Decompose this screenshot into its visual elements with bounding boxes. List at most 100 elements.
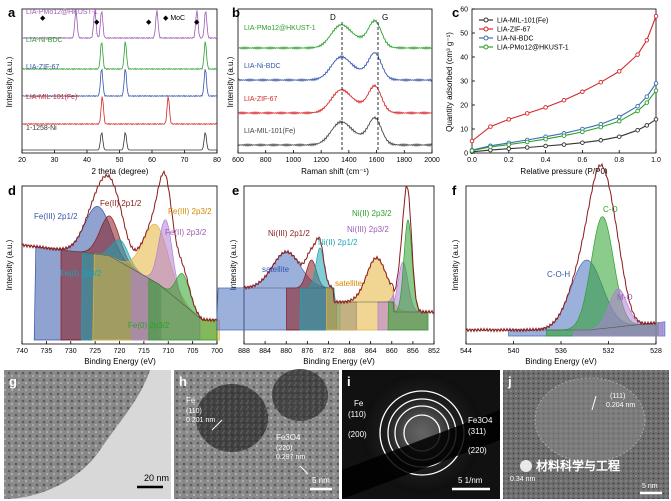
f-xtick-label: 540 [508,348,520,355]
panel-b-traces: LIA-PMo12@HKUST-1 LIA-Ni-BDC LIA-ZIF-67 LIA… [237,18,433,148]
c-point [598,79,604,85]
moc-marker-3: ◆ [146,19,152,26]
f-peak-label: M-O [617,293,633,302]
panel-letter-a: a [8,5,16,20]
panel-b-xlabel: Raman shift (cm⁻¹) [301,167,369,176]
b-trace-label: LIA-ZIF-67 [244,96,278,103]
b-trace-label: LIA-Ni-BDC [244,63,281,70]
c-point [616,69,622,74]
f-peak-label: C-O [603,205,618,214]
d-peak-label: Fe(II) 2p1/2 [100,199,142,208]
panel-letter-b: b [232,5,240,20]
c-point [635,52,640,57]
c-point [543,105,548,110]
h-fe3o4-fringe-mark [299,465,309,475]
d-background-line [21,244,217,321]
a-trace [21,9,218,40]
i-ring-110: (110) [348,410,366,419]
c-point [543,143,548,149]
e-xtick-label: 860 [386,348,398,355]
panel-letter-g: g [9,374,17,389]
b-xtick-label: 800 [260,157,272,164]
panel-letter-c: c [452,5,459,20]
b-trace [237,83,433,116]
i-ring-311: (311) [468,427,486,436]
j-d1: 0.204 nm [606,402,635,409]
c-legend-label: LIA-PMo12@HKUST-1 [497,45,569,52]
moc-marker-1: ◆ [40,15,46,22]
d-peak-label: Fe(0) 2p3/2 [128,321,170,330]
b-xtick-label: 2000 [424,157,440,164]
d-xtick-label: 715 [138,348,150,355]
c-point [469,148,475,153]
panel-f-labels: C-O C-O-H M-O [547,205,633,302]
watermark: 材料科学与工程 [520,458,620,473]
h-fe3o4-d: 0.297 nm [276,454,305,461]
f-xtick-label: 532 [603,348,615,355]
h-fe3o4-name: Fe3O4 [276,433,301,442]
e-xtick-label: 880 [280,348,292,355]
d-xtick-label: 720 [114,348,126,355]
f-xtick-label: 544 [460,348,472,355]
panel-g: g 20 nm [4,370,171,499]
h-fe3o4-plane: (220) [276,445,292,452]
a-trace-label: LIA-Ni-BDC [26,37,63,44]
c-point [644,37,650,43]
d-xtick-label: 705 [187,348,199,355]
e-xtick-label: 856 [407,348,419,355]
h-fe-plane: (110) [186,408,202,415]
c-point [653,117,659,122]
d-peak-label: Fe(III) 2p1/2 [34,212,78,221]
panel-b-ylabel: Intensity (a.u.) [226,56,235,107]
c-xtick-label: 0.0 [467,157,477,164]
b-trace [237,115,433,148]
c-point [524,111,530,116]
c-legend-marker [483,35,489,41]
panel-d-xlabel: Binding Energy (eV) [84,357,156,366]
i-fe-name: Fe [354,399,364,408]
d-xtick-label: 700 [211,348,223,355]
c-xtick-label: 0.6 [578,157,588,164]
d-envelope [21,169,218,323]
f-envelope [465,162,657,333]
panel-e-frame [243,185,435,345]
c-point [598,138,604,143]
d-xtick-label: 710 [162,348,174,355]
scale-label-j: 5 nm [642,483,658,490]
saed-beam-stop [342,410,500,499]
b-trace-label: LIA-MIL-101(Fe) [244,128,295,135]
c-xtick-label: 0.4 [541,157,551,164]
scale-label-h: 5 nm [312,476,330,485]
panel-b-ticks: 600 800 1000 1200 1400 1600 1800 2000 [232,150,440,164]
d-xtick-label: 740 [16,348,28,355]
panel-c-ylabel: Quantity adsorbed (cm³ g⁻¹) [445,32,454,132]
scale-label-g: 20 nm [144,473,169,483]
a-xtick-label: 40 [83,157,91,164]
panel-f-ticks: 544 540 536 532 528 [460,341,662,355]
panel-i: i Fe (110) (200) Fe3O4 (311) (220) 5 1/n… [342,370,500,499]
panel-j: j (111) 0.204 nm 0.34 nm 5 nm [503,370,669,499]
c-point [580,89,585,95]
c-xtick-label: 0.8 [614,157,624,164]
c-legend-label: LIA-Ni-BDC [497,36,534,43]
a-xtick-label: 70 [181,157,189,164]
panel-a-traces: LIA-PMo12@HKUST-1 LIA-Ni-BDC LIA-ZIF-67 LIA… [21,9,218,151]
c-point [598,124,604,130]
c-legend-label: LIA-MIL-101(Fe) [497,18,548,25]
d-peak-label: Fe(II) 2p3/2 [165,228,207,237]
c-point [616,114,622,120]
a-xtick-label: 30 [51,157,59,164]
e-xtick-label: 872 [323,348,335,355]
panel-a-ticks: 20 30 40 50 60 70 80 [18,150,221,164]
b-xtick-label: 1600 [369,157,385,164]
j-plane: (111) [610,393,625,400]
c-point [644,123,650,128]
c-point [469,138,475,144]
panel-letter-e: e [232,183,239,198]
h-fe-d: 0.201 nm [186,417,215,424]
j-d2: 0.34 nm [510,476,535,483]
panel-a-xlabel: 2 theta (degree) [92,167,149,176]
b-xtick-label: 1800 [396,157,412,164]
c-point [635,103,640,109]
